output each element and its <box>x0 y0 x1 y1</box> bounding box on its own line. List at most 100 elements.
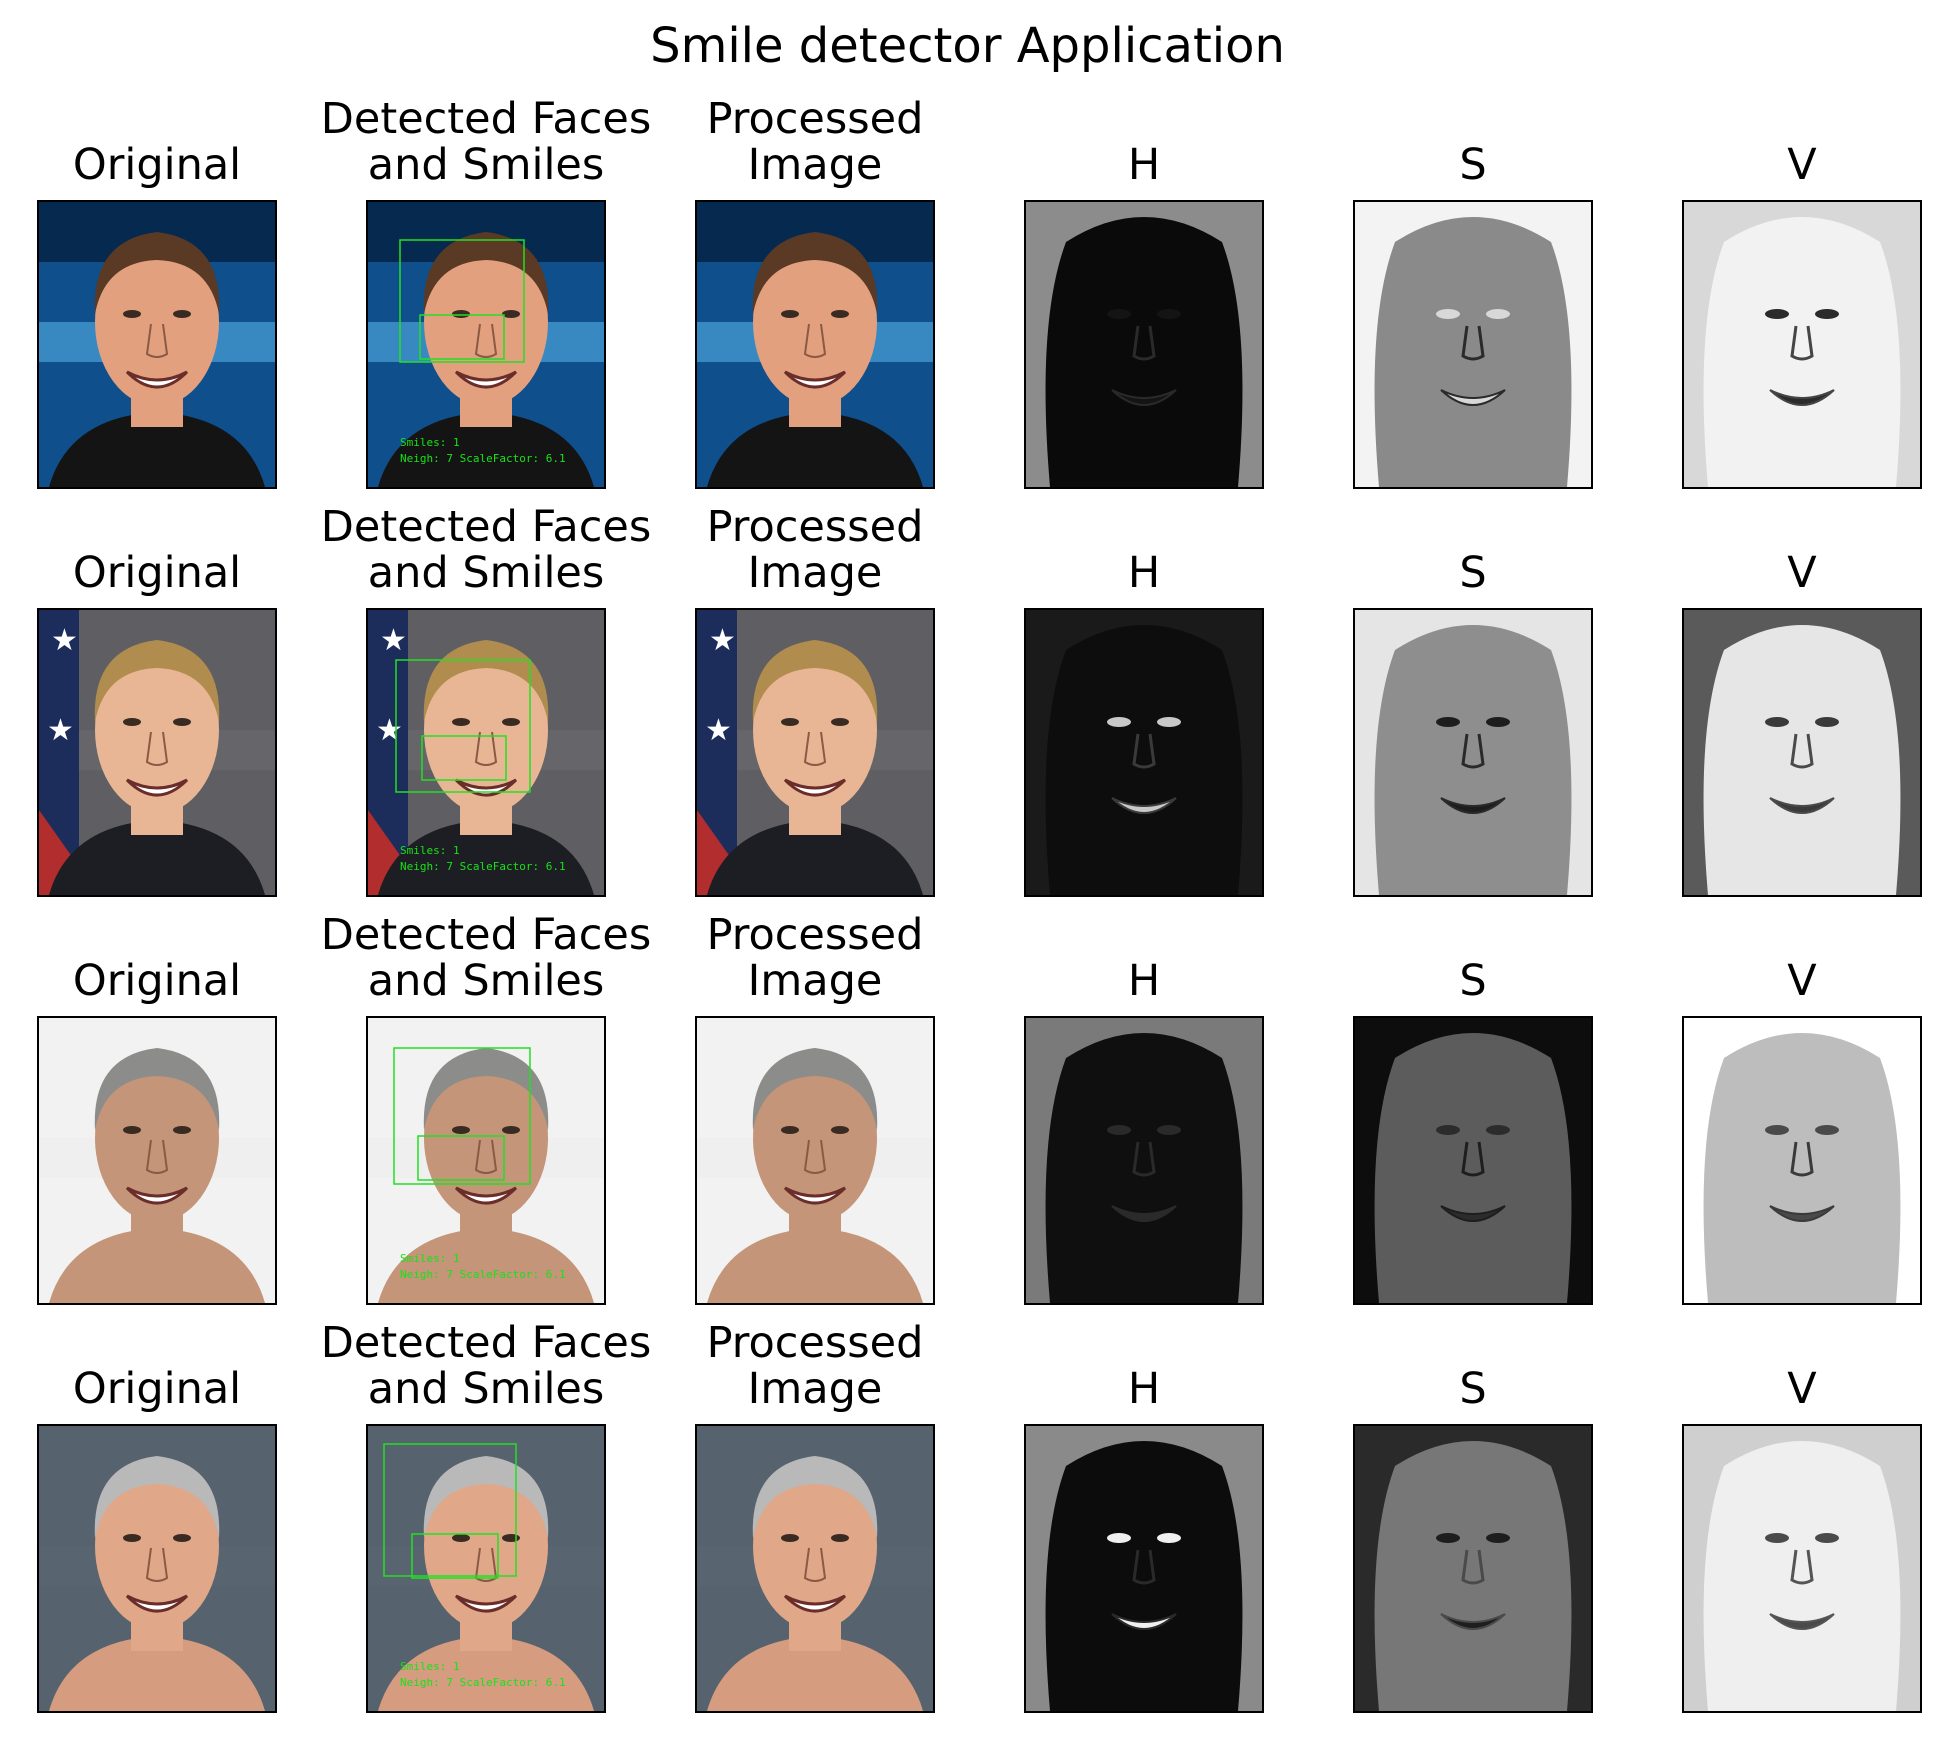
image-original-row-2: ★ ★ <box>37 608 277 897</box>
panel-title-line: Image <box>747 548 883 598</box>
smile-box <box>417 1135 505 1181</box>
panel-title-line: Original <box>72 548 242 598</box>
image-v-row-1 <box>1682 200 1922 489</box>
image-detected-row-4: Smiles: 1 Neigh: 7 ScaleFactor: 6.1 <box>366 1424 606 1713</box>
panel-title-s: S <box>1273 550 1673 596</box>
channel-map-icon <box>1026 202 1262 487</box>
panel-title-original: Original <box>0 958 357 1004</box>
svg-text:★: ★ <box>380 623 407 658</box>
svg-text:★: ★ <box>709 623 736 658</box>
panel-title-original: Original <box>0 142 357 188</box>
panel-title-h: H <box>944 1366 1344 1412</box>
panel-title-line: Detected Faces <box>320 94 652 144</box>
smile-box <box>421 735 507 781</box>
panel-title-h: H <box>944 550 1344 596</box>
svg-text:★: ★ <box>51 623 78 658</box>
smiles-count-caption: Smiles: 1 <box>400 844 460 857</box>
channel-map-icon <box>1355 202 1591 487</box>
channel-map-icon <box>1026 1018 1262 1303</box>
image-original-row-4 <box>37 1424 277 1713</box>
image-v-row-4 <box>1682 1424 1922 1713</box>
portrait-icon <box>697 1426 933 1711</box>
detection-params-caption: Neigh: 7 ScaleFactor: 6.1 <box>400 1268 566 1281</box>
panel-title-v: V <box>1602 142 1935 188</box>
panel-title-line: Image <box>747 1364 883 1414</box>
image-original-row-3 <box>37 1016 277 1305</box>
panel-title-line: Processed <box>706 1318 924 1368</box>
smile-box <box>411 1533 499 1579</box>
smiles-count-caption: Smiles: 1 <box>400 1660 460 1673</box>
portrait-icon: ★★ <box>39 610 275 895</box>
channel-map-icon <box>1026 1426 1262 1711</box>
image-h-row-3 <box>1024 1016 1264 1305</box>
portrait-icon <box>368 1018 604 1303</box>
smiles-count-caption: Smiles: 1 <box>400 1252 460 1265</box>
panel-title-line: S <box>1459 1364 1487 1414</box>
panel-title-detected: Detected Faces and Smiles <box>286 912 686 1004</box>
panel-title-s: S <box>1273 142 1673 188</box>
panel-title-line: V <box>1787 1364 1817 1414</box>
panel-title-h: H <box>944 958 1344 1004</box>
image-processed-row-3 <box>695 1016 935 1305</box>
panel-title-detected: Detected Faces and Smiles <box>286 1320 686 1412</box>
panel-title-original: Original <box>0 550 357 596</box>
smile-box <box>419 314 505 360</box>
panel-title-line: and Smiles <box>367 956 605 1006</box>
panel-title-line: Original <box>72 956 242 1006</box>
portrait-icon <box>39 1426 275 1711</box>
channel-map-icon <box>1355 610 1591 895</box>
panel-title-detected: Detected Faces and Smiles <box>286 504 686 596</box>
panel-title-h: H <box>944 142 1344 188</box>
channel-map-icon <box>1355 1426 1591 1711</box>
panel-title-line: V <box>1787 956 1817 1006</box>
image-s-row-1 <box>1353 200 1593 489</box>
panel-title-s: S <box>1273 958 1673 1004</box>
image-s-row-3 <box>1353 1016 1593 1305</box>
panel-title-line: S <box>1459 548 1487 598</box>
portrait-icon <box>368 202 604 487</box>
image-original-row-1 <box>37 200 277 489</box>
panel-title-processed: Processed Image <box>615 96 1015 188</box>
svg-text:★: ★ <box>47 713 74 748</box>
panel-title-processed: Processed Image <box>615 1320 1015 1412</box>
panel-title-line: Image <box>747 140 883 190</box>
detection-params-caption: Neigh: 7 ScaleFactor: 6.1 <box>400 452 566 465</box>
panel-title-line: Detected Faces <box>320 1318 652 1368</box>
svg-text:★: ★ <box>705 713 732 748</box>
portrait-icon <box>39 1018 275 1303</box>
channel-map-icon <box>1684 1018 1920 1303</box>
image-v-row-2 <box>1682 608 1922 897</box>
panel-title-line: and Smiles <box>367 140 605 190</box>
panel-title-line: V <box>1787 140 1817 190</box>
face-box <box>383 1443 517 1577</box>
panel-title-line: Processed <box>706 502 924 552</box>
face-box <box>399 239 525 363</box>
face-box <box>393 1047 531 1185</box>
image-h-row-2 <box>1024 608 1264 897</box>
panel-title-line: Processed <box>706 94 924 144</box>
panel-title-line: Processed <box>706 910 924 960</box>
panel-title-v: V <box>1602 550 1935 596</box>
image-processed-row-2: ★ ★ <box>695 608 935 897</box>
panel-title-line: H <box>1127 956 1161 1006</box>
panel-title-original: Original <box>0 1366 357 1412</box>
image-detected-row-2: ★ ★ Smiles: 1 Neigh: 7 ScaleFactor: 6.1 <box>366 608 606 897</box>
channel-map-icon <box>1026 610 1262 895</box>
channel-map-icon <box>1684 202 1920 487</box>
panel-title-line: V <box>1787 548 1817 598</box>
svg-text:★: ★ <box>376 713 403 748</box>
panel-title-line: Detected Faces <box>320 502 652 552</box>
smiles-count-caption: Smiles: 1 <box>400 436 460 449</box>
image-detected-row-1: Smiles: 1 Neigh: 7 ScaleFactor: 6.1 <box>366 200 606 489</box>
portrait-icon <box>697 1018 933 1303</box>
portrait-icon <box>368 1426 604 1711</box>
image-h-row-4 <box>1024 1424 1264 1713</box>
panel-title-detected: Detected Faces and Smiles <box>286 96 686 188</box>
face-box <box>395 659 531 793</box>
image-s-row-2 <box>1353 608 1593 897</box>
panel-title-line: Original <box>72 1364 242 1414</box>
panel-title-line: H <box>1127 548 1161 598</box>
channel-map-icon <box>1355 1018 1591 1303</box>
image-processed-row-1 <box>695 200 935 489</box>
portrait-icon <box>697 202 933 487</box>
